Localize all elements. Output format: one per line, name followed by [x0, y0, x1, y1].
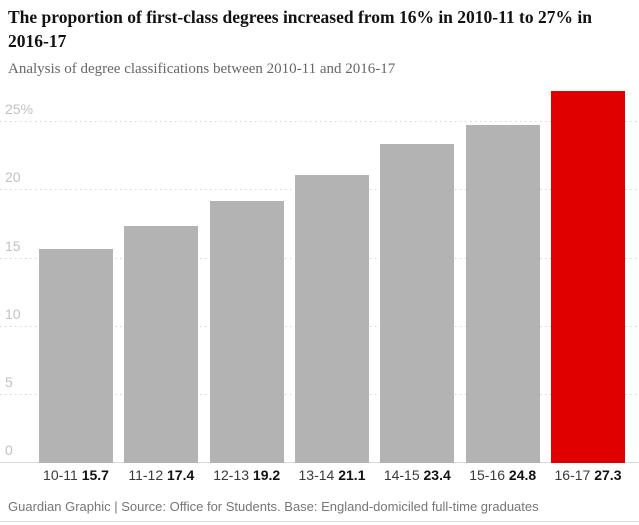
bars-layer	[39, 88, 625, 463]
value-label: 23.4	[423, 467, 451, 483]
category-label: 15-16	[469, 467, 509, 483]
x-axis-label-15-16: 15-16 24.8	[469, 467, 536, 483]
value-label: 15.7	[81, 467, 109, 483]
value-label: 21.1	[338, 467, 366, 483]
y-axis-tick-label-10: 10	[5, 305, 21, 322]
y-axis-tick-label-15: 15	[5, 237, 21, 254]
value-label: 19.2	[252, 467, 281, 483]
x-axis-label-14-15: 14-15 23.4	[384, 467, 451, 483]
bar-11-12	[124, 225, 199, 463]
gridline-25	[0, 121, 639, 123]
bottom-divider	[0, 521, 639, 522]
page-title: The proportion of first-class degrees in…	[8, 7, 592, 51]
x-axis-label-16-17: 16-17 27.3	[555, 467, 622, 483]
x-axis-label-12-13: 12-13 19.2	[213, 467, 280, 483]
x-axis-label-11-12: 11-12 17.4	[128, 467, 194, 483]
bar-12-13	[209, 201, 284, 463]
category-label: 12-13	[213, 467, 253, 483]
footer-credit: Guardian Graphic | Source: Office for St…	[8, 499, 539, 514]
bar-14-15	[380, 143, 455, 463]
bar-10-11	[39, 248, 113, 463]
category-label: 14-15	[383, 467, 424, 483]
plot-area: 0 5 10 15 20 25%	[0, 88, 639, 463]
bar-16-17-highlighted	[550, 90, 625, 463]
x-axis-label-13-14: 13-14 21.1	[299, 467, 366, 483]
y-axis-tick-label-0: 0	[5, 442, 13, 458]
y-axis-tick-label-20: 20	[5, 169, 21, 186]
page-subtitle: Analysis of degree classifications betwe…	[8, 61, 396, 77]
bar-15-16	[465, 124, 540, 463]
category-label: 16-17	[554, 467, 595, 483]
bar-13-14	[294, 175, 369, 463]
value-label: 27.3	[594, 467, 622, 483]
category-label: 13-14	[298, 467, 339, 483]
y-axis-tick-label-5: 5	[5, 373, 13, 390]
category-label: 11-12	[128, 467, 168, 483]
value-label: 17.4	[167, 467, 195, 483]
x-axis-labels: 10-11 15.7 11-12 17.4 12-13 19.2 13-14 21.1…	[0, 467, 639, 487]
y-axis-tick-label-25: 25%	[5, 101, 34, 118]
x-axis-label-10-11: 10-11 15.7	[43, 467, 109, 483]
category-label: 10-11	[43, 467, 82, 483]
value-label: 24.8	[508, 467, 537, 483]
